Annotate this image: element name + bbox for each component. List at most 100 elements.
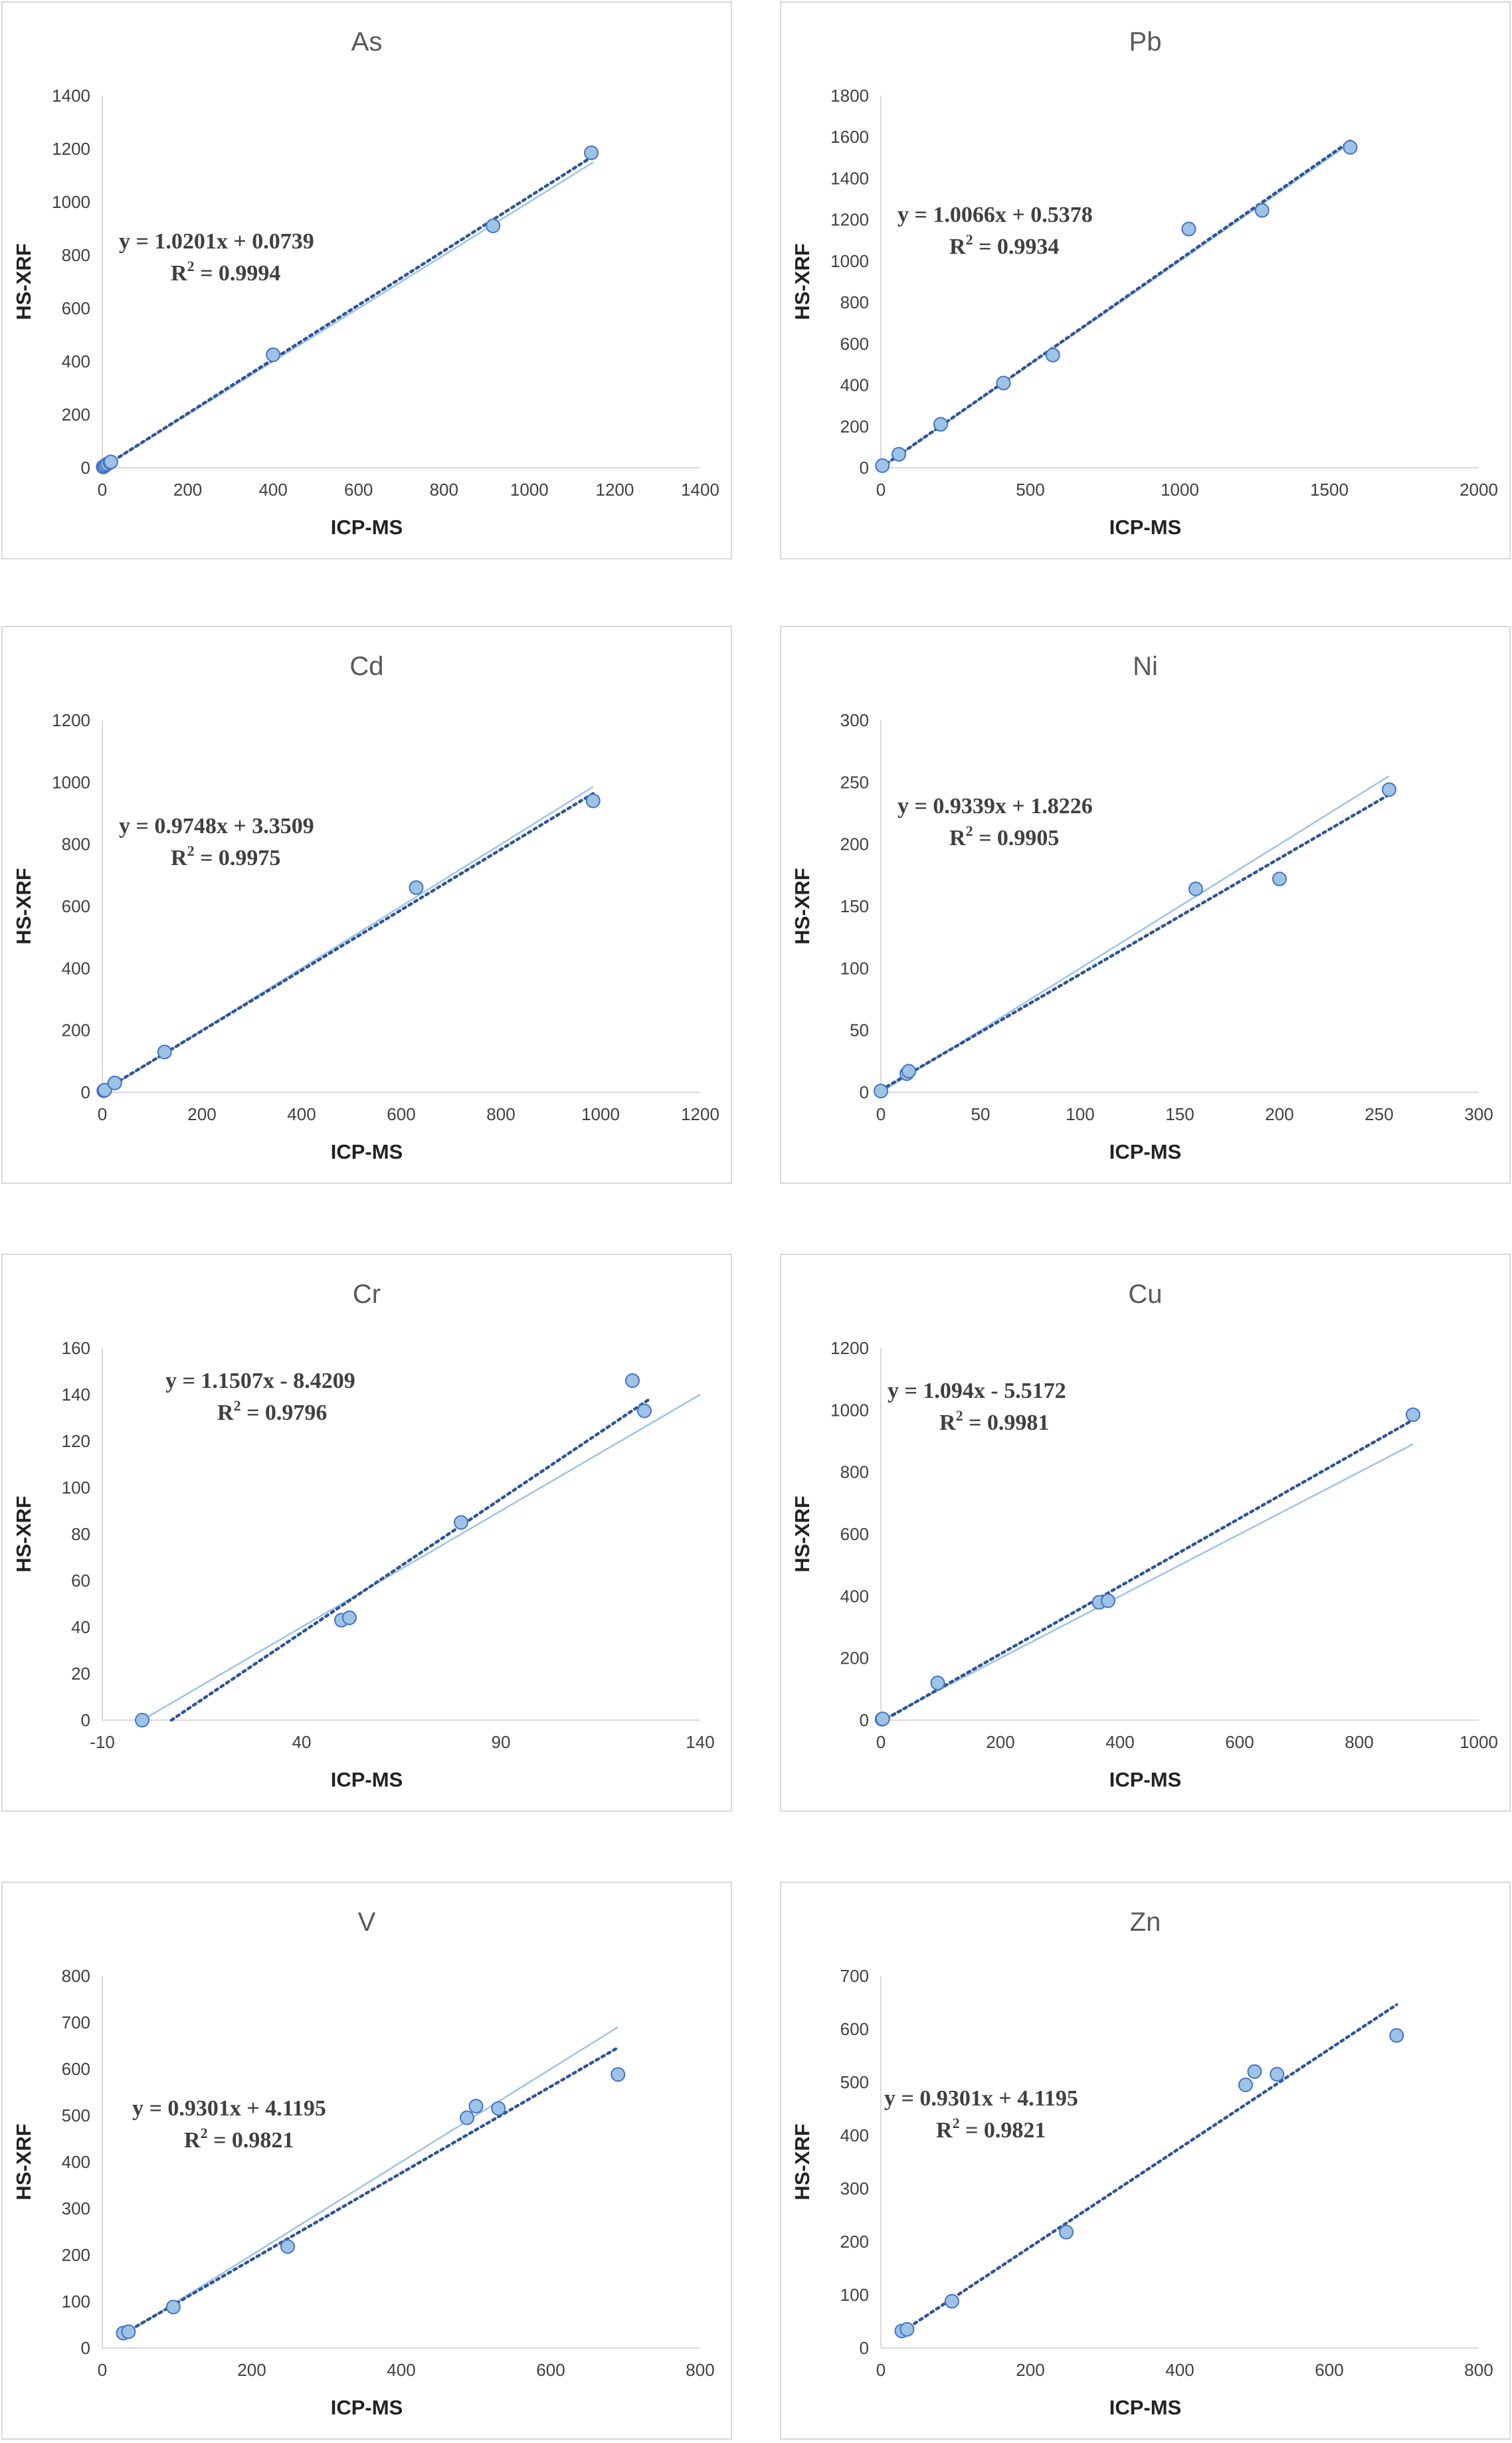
data-point [1389,2028,1404,2043]
y-tick-label: 1000 [52,772,90,792]
trendline [879,1418,1415,1723]
data-point [1238,2078,1253,2092]
y-tick-label: 800 [62,834,90,854]
x-tick-label: 50 [971,1104,991,1124]
x-tick-label: 1200 [596,480,634,500]
data-point [585,793,601,809]
r-squared-value: = 0.9934 [973,235,1060,259]
chart-title: As [351,27,383,56]
y-tick-label: 40 [71,1617,90,1637]
x-tick-label: 1000 [581,1104,620,1124]
x-tick-label: 600 [387,1104,415,1124]
y-tick-label: 1200 [52,710,90,730]
data-point [637,1403,652,1418]
x-tick-label: 600 [1315,2360,1343,2380]
y-tick-label: 120 [62,1431,90,1451]
chart-panel-cd: Cd 0 200 400 600 800 1000 1200 0 200 400 600 800 1000… [1,626,732,1184]
y-axis-label: HS-XRF [12,868,35,944]
y-tick-label: 800 [62,1966,90,1986]
r-squared-symbol: R [939,1411,956,1435]
y-axis-label: HS-XRF [12,243,35,320]
y-tick-label: 0 [860,458,869,478]
trendline-equation: y = 0.9301x + 4.1195 [132,2096,326,2121]
y-tick-label: 300 [840,2179,869,2199]
data-point [944,2294,959,2309]
trendline-equation: y = 1.0201x + 0.0739 [119,229,314,254]
y-tick-label: 800 [840,1462,869,1482]
x-tick-label: 800 [1345,1732,1373,1752]
x-tick-label: 200 [237,2360,266,2380]
y-tick-label: 1400 [52,86,90,106]
y-axis-label: HS-XRF [791,243,814,320]
x-tick-label: 250 [1365,1104,1393,1124]
data-point [901,1064,916,1079]
r-squared-exponent: 2 [187,842,195,859]
y-tick-label: 140 [62,1385,90,1405]
x-tick-label: 1500 [1310,480,1349,500]
x-tick-label: 600 [1225,1732,1254,1752]
x-tick-label: 100 [1066,1104,1094,1124]
y-tick-label: 600 [840,334,869,353]
x-tick-label: 800 [686,2360,714,2380]
x-tick-label: 0 [98,2360,107,2380]
x-tick-label: 600 [344,480,373,500]
data-point [584,146,599,160]
trendline-equation: y = 0.9748x + 3.3509 [119,814,314,838]
data-point [1101,1593,1115,1609]
r-squared-exponent: 2 [953,2115,960,2131]
y-axis-label: HS-XRF [12,1496,35,1572]
r-squared: R2 = 0.9796 [217,1397,327,1425]
identity-line [880,1443,1414,1721]
identity-line [124,2026,618,2335]
x-axis-label: ICP-MS [331,2396,403,2419]
r-squared-symbol: R [949,235,966,259]
data-point [1406,1407,1420,1422]
r-squared-symbol: R [171,261,187,286]
x-tick-label: 200 [187,1104,216,1124]
data-point [266,347,281,362]
trendline [100,154,595,470]
data-point [1059,2224,1074,2240]
r-squared: R2 = 0.9981 [939,1407,1049,1435]
data-point [486,219,501,233]
r-squared-exponent: 2 [201,2125,208,2141]
chart-panel-zn: Zn 0 200 400 600 800 0 100 200 300 400 500 600 700 ICP… [780,1882,1511,2440]
y-tick-label: 400 [62,351,90,371]
y-tick-label: 400 [840,2125,869,2145]
y-tick-label: 160 [62,1338,90,1358]
x-tick-label: 0 [876,1104,886,1124]
y-tick-label: 100 [840,958,869,978]
x-axis-label: ICP-MS [331,1140,403,1163]
chart-title: Cd [349,652,383,681]
y-tick-label: 200 [62,405,90,425]
data-point [933,417,948,432]
r-squared: R2 = 0.9821 [936,2115,1046,2143]
x-tick-label: 40 [292,1732,312,1752]
trendline-equation: y = 1.1507x - 8.4209 [165,1369,355,1393]
y-tick-label: 200 [840,834,869,854]
x-tick-label: 0 [876,1732,886,1752]
x-tick-label: 400 [1165,2360,1194,2380]
x-tick-label: 800 [430,480,458,500]
data-point [107,1076,122,1090]
data-point [460,2110,474,2125]
x-axis-label: ICP-MS [1109,1768,1182,1791]
y-tick-label: 1000 [830,251,869,271]
chart-title: Zn [1130,1907,1161,1937]
r-squared: R2 = 0.9975 [171,842,280,870]
y-tick-label: 1800 [830,86,869,106]
r-squared-exponent: 2 [187,258,195,274]
y-tick-label: 400 [840,1586,869,1606]
data-point [625,1373,640,1388]
chart-title: V [358,1907,376,1937]
x-axis-label: ICP-MS [1109,516,1182,539]
y-tick-label: 700 [62,2012,90,2032]
trendline-equation: y = 0.9339x + 1.8226 [898,794,1093,819]
y-tick-label: 0 [860,1710,869,1730]
y-tick-label: 1200 [52,139,90,159]
r-squared-value: = 0.9981 [963,1411,1050,1435]
trendline [879,793,1391,1092]
chart-svg: Cu 0 200 400 600 800 1000 0 200 400 600 800 1000 1200… [791,1280,1498,1791]
y-tick-label: 200 [840,417,869,437]
y-tick-label: 300 [62,2199,90,2218]
